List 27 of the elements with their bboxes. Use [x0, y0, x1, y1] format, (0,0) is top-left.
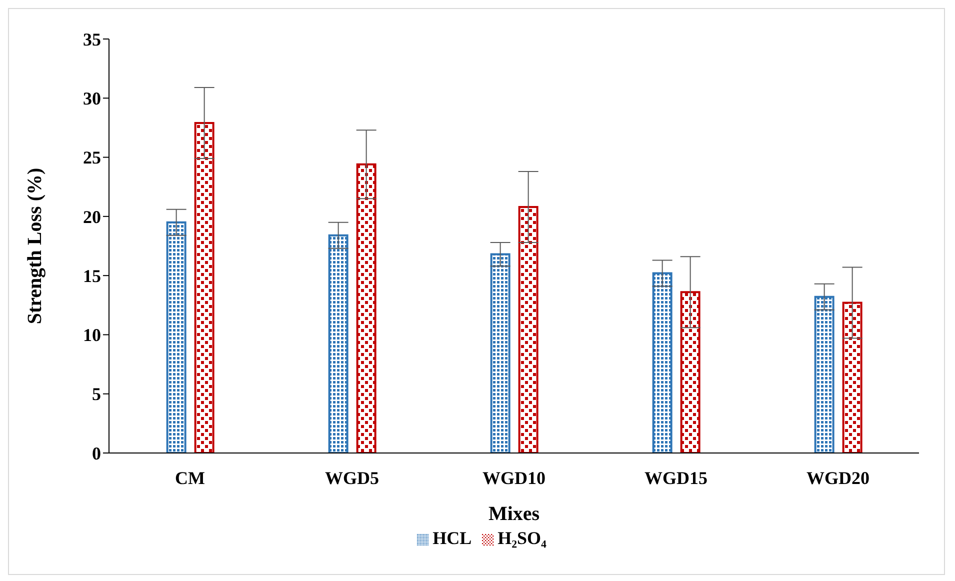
x-tick-label: WGD20	[806, 468, 870, 488]
bar	[194, 122, 214, 453]
bar	[652, 272, 672, 453]
y-tick-label: 20	[83, 206, 101, 227]
x-tick-label: WGD15	[644, 468, 708, 488]
bar	[680, 291, 700, 453]
legend-label: H₂SO₄	[498, 528, 546, 548]
bar	[814, 296, 834, 453]
y-tick-label: 35	[83, 29, 101, 50]
bar	[166, 221, 186, 453]
y-tick-label: 0	[92, 443, 101, 464]
y-tick-label: 15	[83, 266, 101, 286]
bar	[518, 206, 538, 453]
x-axis-title: Mixes	[488, 503, 540, 525]
bar	[356, 163, 376, 453]
y-tick-label: 5	[92, 384, 101, 404]
y-tick-label: 25	[83, 148, 101, 168]
bar	[328, 234, 348, 453]
y-tick-label: 10	[83, 325, 101, 346]
legend-label: HCL	[432, 528, 472, 548]
y-tick-label: 30	[83, 88, 101, 109]
y-axis-title: Strength Loss (%)	[24, 168, 46, 324]
bar	[842, 302, 862, 453]
bar	[490, 253, 510, 453]
x-tick-label: WGD5	[325, 468, 379, 488]
x-tick-label: WGD10	[482, 468, 546, 488]
x-tick-label: CM	[175, 468, 205, 488]
